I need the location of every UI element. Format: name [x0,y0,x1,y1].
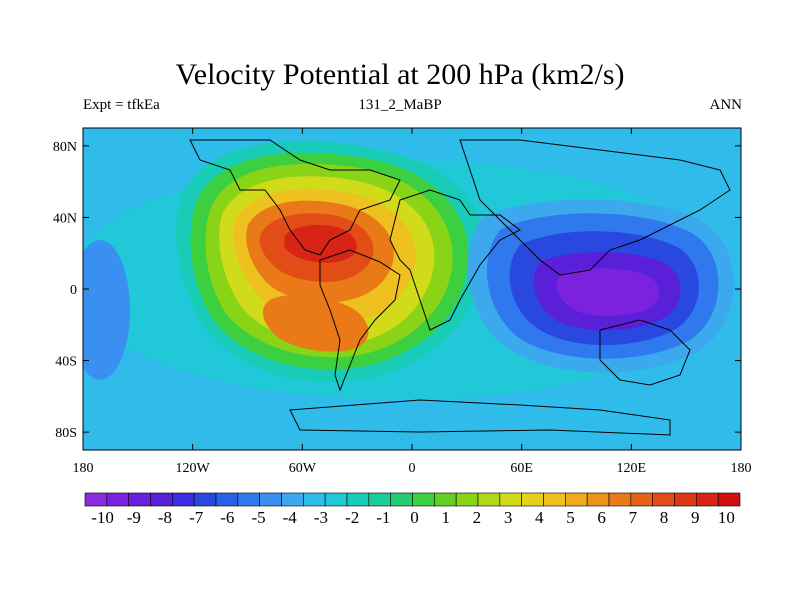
y-tick-label: 80N [53,140,77,155]
colorbar-swatch [412,492,435,507]
contour-band-neg5 [556,268,660,316]
y-tick-label: 0 [70,283,77,298]
colorbar-label: 1 [441,508,450,527]
colorbar-label: -10 [91,508,114,527]
colorbar-swatch [259,492,282,507]
coast-australia [599,319,691,386]
coast-eurasia [459,139,731,276]
x-tick-label: 0 [409,461,416,476]
colorbar-label: 9 [691,508,700,527]
season-label: ANN [709,97,743,113]
colorbar-swatch [281,492,304,507]
colorbar-label: 2 [473,508,482,527]
colorbar-label: -2 [345,508,359,527]
coastlines [189,139,731,436]
colorbar-label: -8 [158,508,172,527]
colorbar-swatch [608,492,632,507]
colorbar-label: 4 [535,508,544,527]
colorbar-swatch [717,492,741,507]
colorbar-swatch [499,492,522,507]
colorbar-swatch [674,492,697,507]
colorbar-swatch [390,492,413,507]
colorbar: -10 -9 -8 -7 -6 -5 -4 -3 -2 -1 0 1 2 3 4 5 6 7 8 9 10 [84,492,741,527]
colorbar-label: 8 [660,508,669,527]
colorbar-swatch [652,492,675,507]
colorbar-label: -4 [283,508,298,527]
case-label: 131_2_MaBP [358,97,442,113]
map-axes: 180 120W 60W 0 60E 120E 180 80N 40N 0 40S 80S [53,128,752,476]
colorbar-swatch [172,492,195,507]
colorbar-label: -5 [251,508,265,527]
colorbar-swatch [521,492,544,507]
x-tick-label: 60E [510,461,533,476]
coast-antarctica [289,399,671,436]
coast-africa [389,189,521,331]
colorbar-swatch [346,492,370,507]
colorbar-swatch [368,492,391,507]
contour-band-pos8 [284,224,357,263]
x-tick-label: 120E [617,461,647,476]
colorbar-swatch [237,492,260,507]
colorbar-label: 7 [629,508,638,527]
colorbar-swatch [434,492,457,507]
colorbar-swatch [193,492,217,507]
contour-band-pos-south [262,294,369,352]
colorbar-swatch [630,492,653,507]
colorbar-swatch [215,492,239,507]
colorbar-swatch [565,492,588,507]
colorbar-swatch [543,492,566,507]
colorbar-label: -9 [127,508,141,527]
y-tick-label: 40S [55,355,77,370]
colorbar-label: -6 [220,508,234,527]
colorbar-label: 5 [566,508,575,527]
colorbar-swatch [586,492,610,507]
y-tick-label: 40N [53,211,77,226]
map-title: Velocity Potential at 200 hPa (km2/s) [175,58,625,91]
x-tick-label: 120W [176,461,211,476]
colorbar-swatch [477,492,501,507]
colorbar-label: -3 [314,508,328,527]
colorbar-swatch [324,492,348,507]
colorbar-swatch [696,492,719,507]
colorbar-swatch [303,492,326,507]
x-tick-label: 180 [73,461,94,476]
colorbar-label: -7 [189,508,204,527]
contour-band-west [83,240,130,380]
x-tick-label: 180 [731,461,752,476]
colorbar-label: -1 [376,508,390,527]
colorbar-swatch [106,492,129,507]
colorbar-swatch [455,492,479,507]
colorbar-label: 0 [410,508,419,527]
colorbar-label: 3 [504,508,513,527]
coast-south-america [319,249,401,392]
colorbar-swatch [150,492,173,507]
colorbar-label: 10 [718,508,735,527]
map-plot-area [82,127,742,451]
y-tick-label: 80S [55,426,77,441]
experiment-label: Expt = tfkEa [83,97,160,113]
colorbar-swatch [84,492,108,507]
filled-contours [83,140,734,400]
colorbar-label: 6 [597,508,606,527]
colorbar-swatch [128,492,151,507]
x-tick-label: 60W [289,461,317,476]
coast-north-america [189,139,401,256]
